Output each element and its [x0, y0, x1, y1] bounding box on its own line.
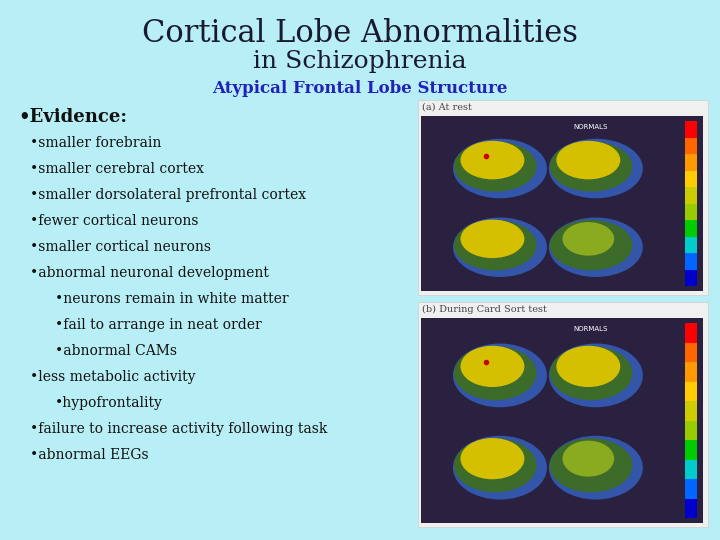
- Ellipse shape: [453, 139, 547, 198]
- FancyBboxPatch shape: [421, 318, 703, 523]
- Text: •smaller cortical neurons: •smaller cortical neurons: [30, 240, 211, 254]
- Ellipse shape: [461, 220, 524, 258]
- Ellipse shape: [549, 218, 643, 277]
- Text: Atypical Frontal Lobe Structure: Atypical Frontal Lobe Structure: [212, 80, 508, 97]
- Text: in Schizophrenia: in Schizophrenia: [253, 50, 467, 73]
- Text: •smaller dorsolateral prefrontal cortex: •smaller dorsolateral prefrontal cortex: [30, 188, 306, 202]
- Text: LEFT: LEFT: [487, 460, 503, 466]
- FancyBboxPatch shape: [685, 138, 697, 154]
- FancyBboxPatch shape: [685, 323, 697, 342]
- Ellipse shape: [550, 438, 632, 492]
- Text: (b) During Card Sort test: (b) During Card Sort test: [422, 305, 547, 314]
- Text: RIGHT: RIGHT: [580, 240, 602, 246]
- Text: •neurons remain in white matter: •neurons remain in white matter: [55, 292, 289, 306]
- FancyBboxPatch shape: [685, 381, 697, 401]
- Ellipse shape: [557, 346, 621, 387]
- Text: •abnormal CAMs: •abnormal CAMs: [55, 344, 177, 358]
- Text: •abnormal neuronal development: •abnormal neuronal development: [30, 266, 269, 280]
- Text: LEFT: LEFT: [487, 240, 503, 246]
- FancyBboxPatch shape: [685, 154, 697, 171]
- Ellipse shape: [461, 346, 524, 387]
- FancyBboxPatch shape: [418, 100, 708, 295]
- FancyBboxPatch shape: [685, 362, 697, 381]
- FancyBboxPatch shape: [685, 237, 697, 253]
- Text: •failure to increase activity following task: •failure to increase activity following …: [30, 422, 328, 436]
- Text: •smaller forebrain: •smaller forebrain: [30, 136, 161, 150]
- Ellipse shape: [454, 346, 536, 400]
- FancyBboxPatch shape: [418, 302, 708, 527]
- Ellipse shape: [453, 218, 547, 277]
- FancyBboxPatch shape: [685, 220, 697, 237]
- Ellipse shape: [453, 343, 547, 407]
- Ellipse shape: [549, 139, 643, 198]
- FancyBboxPatch shape: [685, 440, 697, 460]
- Ellipse shape: [562, 222, 614, 255]
- Ellipse shape: [550, 141, 632, 192]
- FancyBboxPatch shape: [685, 253, 697, 269]
- Ellipse shape: [461, 141, 524, 179]
- FancyBboxPatch shape: [685, 421, 697, 440]
- Ellipse shape: [454, 438, 536, 492]
- Ellipse shape: [454, 141, 536, 192]
- Text: •abnormal EEGs: •abnormal EEGs: [30, 448, 148, 462]
- Ellipse shape: [454, 220, 536, 271]
- FancyBboxPatch shape: [685, 479, 697, 498]
- Text: •smaller cerebral cortex: •smaller cerebral cortex: [30, 162, 204, 176]
- Ellipse shape: [550, 346, 632, 400]
- Text: RIGHT: RIGHT: [580, 460, 602, 466]
- Text: •Evidence:: •Evidence:: [18, 108, 127, 126]
- FancyBboxPatch shape: [685, 401, 697, 421]
- Text: •fail to arrange in neat order: •fail to arrange in neat order: [55, 318, 262, 332]
- Text: Cortical Lobe Abnormalities: Cortical Lobe Abnormalities: [142, 18, 578, 49]
- FancyBboxPatch shape: [685, 460, 697, 479]
- FancyBboxPatch shape: [421, 116, 703, 291]
- Text: •hypofrontality: •hypofrontality: [55, 396, 163, 410]
- Text: SCHIZ: SCHIZ: [580, 483, 601, 489]
- Ellipse shape: [549, 436, 643, 500]
- Ellipse shape: [453, 436, 547, 500]
- FancyBboxPatch shape: [685, 498, 697, 518]
- Ellipse shape: [549, 343, 643, 407]
- FancyBboxPatch shape: [685, 342, 697, 362]
- FancyBboxPatch shape: [685, 204, 697, 220]
- Ellipse shape: [550, 220, 632, 271]
- Text: NORMALS: NORMALS: [574, 326, 608, 332]
- Text: SCHIZ: SCHIZ: [580, 261, 601, 267]
- FancyBboxPatch shape: [685, 171, 697, 187]
- Text: •fewer cortical neurons: •fewer cortical neurons: [30, 214, 199, 228]
- Text: •less metabolic activity: •less metabolic activity: [30, 370, 196, 384]
- Ellipse shape: [557, 141, 621, 179]
- FancyBboxPatch shape: [685, 121, 697, 138]
- FancyBboxPatch shape: [685, 187, 697, 204]
- Ellipse shape: [461, 438, 524, 480]
- Text: (a) At rest: (a) At rest: [422, 103, 472, 112]
- Text: NORMALS: NORMALS: [574, 124, 608, 130]
- Ellipse shape: [562, 441, 614, 477]
- FancyBboxPatch shape: [685, 269, 697, 286]
